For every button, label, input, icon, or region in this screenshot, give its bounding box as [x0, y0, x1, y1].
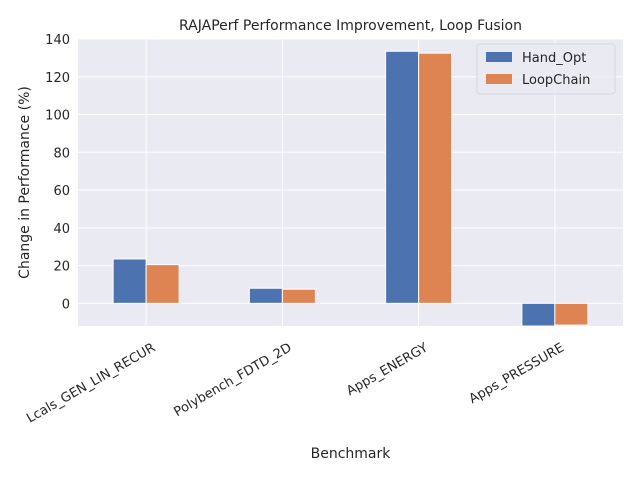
x-tick-label: Lcals_GEN_LIN_RECUR [24, 340, 158, 426]
y-tick-label: 0 [62, 297, 70, 312]
legend-swatch [486, 52, 512, 62]
y-tick-label: 60 [53, 184, 70, 199]
legend: Hand_Opt LoopChain [476, 43, 616, 95]
bar-loopchain-1 [281, 288, 316, 304]
bar-loopchain-2 [418, 52, 453, 304]
bar-hand-opt-1 [248, 287, 283, 304]
y-axis-ticks: 0 20 40 60 80 100 120 140 [45, 33, 70, 312]
legend-label: Hand_Opt [522, 51, 586, 66]
y-tick-label: 100 [45, 109, 70, 124]
y-tick-label: 40 [53, 222, 70, 237]
x-axis-label: Benchmark [311, 446, 392, 462]
x-tick-label: Polybench_FDTD_2D [171, 340, 294, 420]
legend-label: LoopChain [522, 73, 590, 88]
y-tick-label: 120 [45, 71, 70, 86]
bar-hand-opt-0 [112, 258, 147, 304]
x-axis-ticks: Lcals_GEN_LIN_RECUR Polybench_FDTD_2D Apps… [24, 340, 567, 426]
chart-title: RAJAPerf Performance Improvement, Loop F… [179, 18, 522, 34]
legend-swatch [486, 74, 512, 84]
y-axis-label: Change in Performance (%) [17, 86, 33, 279]
x-tick-label: Apps_PRESSURE [467, 340, 567, 407]
x-tick-label: Apps_ENERGY [344, 340, 431, 399]
y-tick-label: 20 [53, 260, 70, 275]
bar-hand-opt-3 [521, 302, 556, 327]
y-tick-label: 140 [45, 33, 70, 48]
bars [112, 50, 589, 327]
bar-loopchain-3 [554, 302, 589, 326]
y-tick-label: 80 [53, 146, 70, 161]
bar-loopchain-0 [145, 264, 180, 304]
bar-hand-opt-2 [385, 50, 420, 304]
